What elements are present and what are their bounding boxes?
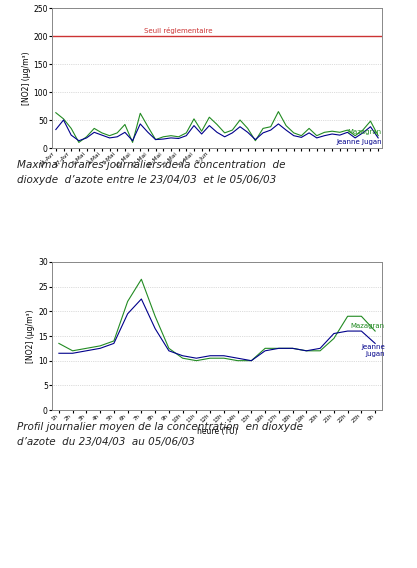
Text: Mazagran: Mazagran <box>348 128 382 135</box>
Y-axis label: [NO2] (µg/m³): [NO2] (µg/m³) <box>26 309 35 363</box>
Text: Profil journalier moyen de la concentration  en dioxyde
d’azote  du 23/04/03  au: Profil journalier moyen de la concentrat… <box>17 422 303 447</box>
Text: Maxima horaires journaliers de la concentration  de
dioxyde  d’azote entre le 23: Maxima horaires journaliers de la concen… <box>17 160 285 185</box>
X-axis label: heure (TU): heure (TU) <box>197 427 237 436</box>
Text: Jeanne Jugan: Jeanne Jugan <box>337 139 382 145</box>
Y-axis label: [NO2] (µg/m³): [NO2] (µg/m³) <box>22 51 30 105</box>
Text: Jeanne
Jugan: Jeanne Jugan <box>361 344 385 357</box>
Text: Seuil réglementaire: Seuil réglementaire <box>144 27 212 34</box>
Text: Mazagran: Mazagran <box>351 323 385 329</box>
